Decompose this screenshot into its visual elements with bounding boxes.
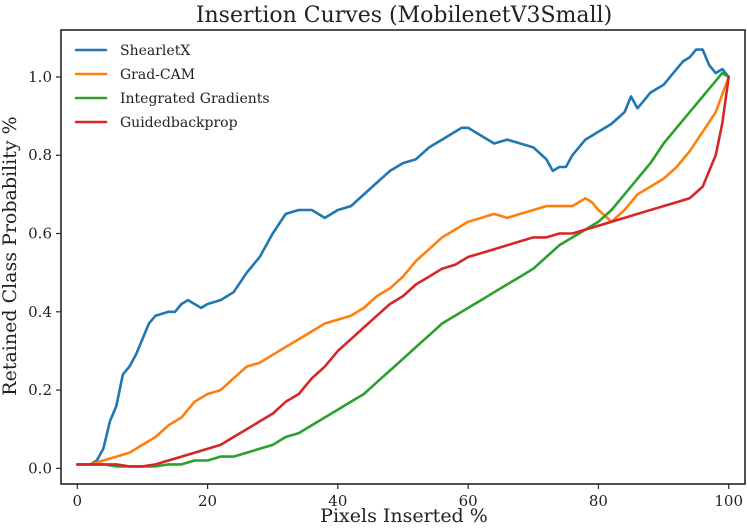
plot-area: 0 20 40 60 80 100 0.0 0.2 0.4 0.6 0.8 1.0 ShearletX G… — [28, 29, 746, 510]
x-tick-label: 20 — [198, 492, 217, 510]
y-tick-label: 0.4 — [28, 303, 52, 321]
y-axis-label: Retained Class Probability % — [0, 116, 21, 395]
series-line-2 — [76, 71, 731, 468]
plot-frame — [60, 29, 746, 485]
legend-label-2: Integrated Gradients — [120, 91, 270, 107]
y-tick-label: 0.2 — [28, 381, 52, 399]
legend-label-1: Grad-CAM — [120, 67, 195, 83]
y-tick-label: 1.0 — [28, 68, 52, 86]
x-tick-label: 40 — [328, 492, 347, 510]
series-line-3 — [76, 75, 731, 468]
y-tick-label: 0.8 — [28, 146, 52, 164]
series-line-0 — [76, 48, 731, 466]
chart-title: Insertion Curves (MobilenetV3Small) — [196, 3, 612, 28]
x-tick-label: 60 — [459, 492, 478, 510]
legend-label-3: Guidedbackprop — [120, 115, 238, 131]
legend-label-0: ShearletX — [120, 43, 190, 59]
x-tick-label: 100 — [714, 492, 743, 510]
y-tick-label: 0.0 — [28, 459, 52, 477]
series-line-1 — [76, 75, 731, 466]
y-tick-label: 0.6 — [28, 225, 52, 243]
x-tick-label: 80 — [589, 492, 608, 510]
x-tick-label: 0 — [73, 492, 83, 510]
x-axis-label: Pixels Inserted % — [320, 505, 488, 527]
